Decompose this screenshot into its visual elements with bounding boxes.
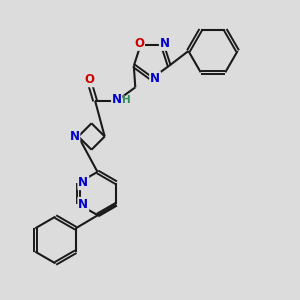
Text: N: N — [78, 198, 88, 211]
Text: H: H — [122, 95, 131, 105]
Text: N: N — [160, 37, 170, 50]
Text: N: N — [112, 93, 122, 106]
Text: N: N — [78, 176, 88, 189]
Text: O: O — [84, 73, 94, 86]
Text: O: O — [134, 37, 144, 50]
Text: N: N — [69, 130, 80, 143]
Text: N: N — [150, 72, 160, 85]
